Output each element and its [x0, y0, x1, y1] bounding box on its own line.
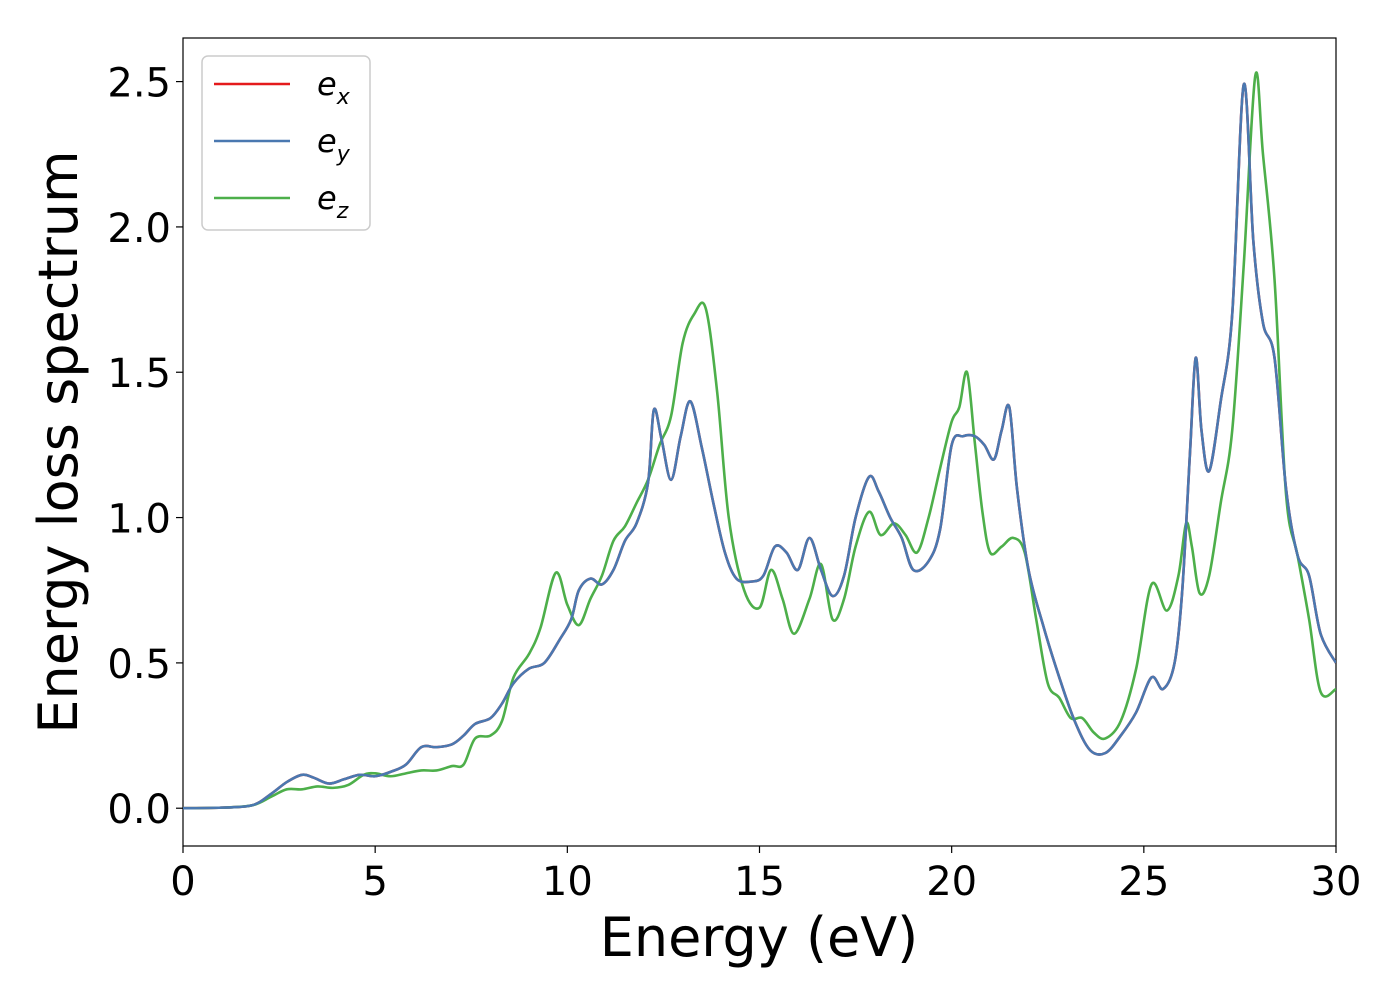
- legend-label-base: e: [317, 179, 337, 217]
- x-axis-ticks: 0 5 10 15 20 25 30: [170, 846, 1361, 905]
- x-tick-label: 10: [542, 859, 593, 905]
- series-line-e-z: [183, 71, 1336, 810]
- legend-label: ex: [317, 65, 351, 110]
- y-tick-label: 0.5: [107, 642, 171, 688]
- y-axis-title: Energy loss spectrum: [27, 150, 90, 733]
- x-tick-label: 0: [170, 859, 195, 905]
- y-tick-label: 2.0: [107, 206, 171, 252]
- legend-label-base: e: [317, 65, 337, 103]
- x-tick-label: 5: [362, 859, 387, 905]
- y-tick-label: 1.0: [107, 497, 171, 543]
- series-line-e-y: [183, 82, 1336, 810]
- plot-area: [182, 37, 1337, 847]
- x-tick-label: 30: [1311, 859, 1362, 905]
- x-axis-title: Energy (eV): [600, 906, 919, 969]
- series-layer: [183, 71, 1336, 810]
- x-tick-label: 20: [926, 859, 977, 905]
- legend-label-sub: y: [336, 142, 351, 167]
- legend-label: ey: [317, 122, 351, 167]
- y-tick-label: 0.0: [107, 787, 171, 833]
- y-tick-label: 2.5: [107, 61, 171, 107]
- legend-label-base: e: [317, 122, 337, 160]
- y-axis-ticks: 0.0 0.5 1.0 1.5 2.0 2.5: [107, 61, 183, 833]
- legend-box: [201, 55, 371, 231]
- legend-label-sub: z: [336, 199, 349, 224]
- y-tick-label: 1.5: [107, 351, 171, 397]
- x-tick-label: 15: [734, 859, 785, 905]
- x-tick-label: 25: [1118, 859, 1169, 905]
- legend-label: ez: [317, 179, 349, 224]
- legend-label-sub: x: [336, 85, 351, 110]
